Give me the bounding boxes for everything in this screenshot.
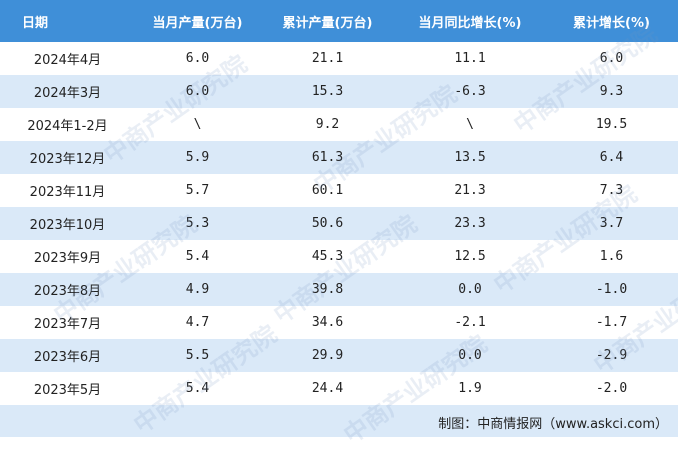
table-row: 2023年11月 5.7 60.1 21.3 7.3 xyxy=(0,174,678,207)
table-body: 2024年4月 6.0 21.1 11.1 6.0 2024年3月 6.0 15.3 -6.3 9… xyxy=(0,42,678,405)
header-cell: 累计产量(万台) xyxy=(260,0,395,42)
table-cell: \ xyxy=(193,117,202,132)
table-cell: 6.0 xyxy=(135,75,260,108)
table-cell: 9.2 xyxy=(315,117,340,132)
header-row: 日期 当月产量(万台) 累计产量(万台) 当月同比增长(%) 累计增长(%) xyxy=(0,0,678,42)
table-cell: 45.3 xyxy=(311,249,344,264)
table-cell: -2.1 xyxy=(454,315,486,330)
table-cell: -2.0 xyxy=(595,381,628,396)
table-row: 2023年12月 5.9 61.3 13.5 6.4 xyxy=(0,141,678,174)
table-row: 2023年9月 5.4 45.3 12.5 1.6 xyxy=(0,240,678,273)
table-cell: 5.4 xyxy=(185,249,210,264)
table-cell: 6.0 xyxy=(599,51,624,66)
table-cell: 9.3 xyxy=(545,75,678,108)
table-cell: 13.5 xyxy=(395,141,545,174)
table-cell: 6.0 xyxy=(185,51,210,66)
table-row: 2023年7月 4.7 34.6 -2.1 -1.7 xyxy=(0,306,678,339)
table-cell: 1.6 xyxy=(599,249,624,264)
table-cell: 7.3 xyxy=(599,183,624,198)
table-cell: 2023年9月 xyxy=(33,251,102,266)
data-table: 日期 当月产量(万台) 累计产量(万台) 当月同比增长(%) 累计增长(%) 2024年… xyxy=(0,0,678,405)
table-cell: 2023年8月 xyxy=(0,273,135,306)
table-cell: 4.7 xyxy=(185,315,210,330)
table-row: 2023年10月 5.3 50.6 23.3 3.7 xyxy=(0,207,678,240)
table-cell: 21.3 xyxy=(454,183,486,198)
table-cell: 11.1 xyxy=(454,51,486,66)
table-cell: 12.5 xyxy=(454,249,486,264)
table-cell: 24.4 xyxy=(311,381,344,396)
table-cell: 61.3 xyxy=(260,141,395,174)
table-cell: -6.3 xyxy=(395,75,545,108)
table-cell: 5.7 xyxy=(185,183,210,198)
table-cell: 34.6 xyxy=(311,315,344,330)
table-row: 2024年1-2月 \ 9.2 \ 19.5 xyxy=(0,108,678,141)
footer: 制图：中商情报网（www.askci.com） xyxy=(0,405,678,437)
table-cell: 2023年10月 xyxy=(0,207,135,240)
header-cell: 日期 xyxy=(0,0,135,42)
table-cell: \ xyxy=(466,117,474,132)
header-cell: 累计增长(%) xyxy=(545,0,678,42)
table-row: 2024年3月 6.0 15.3 -6.3 9.3 xyxy=(0,75,678,108)
table-cell: 5.5 xyxy=(135,339,260,372)
table-cell: 2023年6月 xyxy=(0,339,135,372)
table-cell: 21.1 xyxy=(311,51,344,66)
table-cell: 50.6 xyxy=(260,207,395,240)
header-cell: 当月同比增长(%) xyxy=(395,0,545,42)
table-cell: 19.5 xyxy=(595,117,628,132)
table-cell: 2023年11月 xyxy=(29,185,106,200)
table-cell: 2024年4月 xyxy=(33,53,102,68)
table-cell: 2023年12月 xyxy=(0,141,135,174)
table-cell: 23.3 xyxy=(395,207,545,240)
table-cell: 5.9 xyxy=(135,141,260,174)
table-cell: 2023年5月 xyxy=(33,383,102,398)
table-cell: 5.4 xyxy=(185,381,210,396)
table-row: 2023年5月 5.4 24.4 1.9 -2.0 xyxy=(0,372,678,405)
table-cell: 1.9 xyxy=(458,381,482,396)
table-row: 2023年8月 4.9 39.8 0.0 -1.0 xyxy=(0,273,678,306)
table-cell: 0.0 xyxy=(395,339,545,372)
table-cell: 2024年1-2月 xyxy=(27,119,108,134)
table-cell: 2023年7月 xyxy=(33,317,102,332)
table-cell: 15.3 xyxy=(260,75,395,108)
table-cell: 4.9 xyxy=(135,273,260,306)
table-cell: 29.9 xyxy=(260,339,395,372)
table-cell: 39.8 xyxy=(260,273,395,306)
table-cell: 3.7 xyxy=(545,207,678,240)
table-cell: 60.1 xyxy=(311,183,344,198)
table-cell: 5.3 xyxy=(135,207,260,240)
table-cell: -2.9 xyxy=(545,339,678,372)
table-row: 2024年4月 6.0 21.1 11.1 6.0 xyxy=(0,42,678,75)
table-row: 2023年6月 5.5 29.9 0.0 -2.9 xyxy=(0,339,678,372)
table-cell: -1.7 xyxy=(595,315,628,330)
header-cell: 当月产量(万台) xyxy=(135,0,260,42)
table-cell: 2024年3月 xyxy=(0,75,135,108)
table-cell: 0.0 xyxy=(395,273,545,306)
table-cell: 6.4 xyxy=(545,141,678,174)
table-cell: -1.0 xyxy=(545,273,678,306)
footer-text: 制图：中商情报网（www.askci.com） xyxy=(438,417,668,432)
